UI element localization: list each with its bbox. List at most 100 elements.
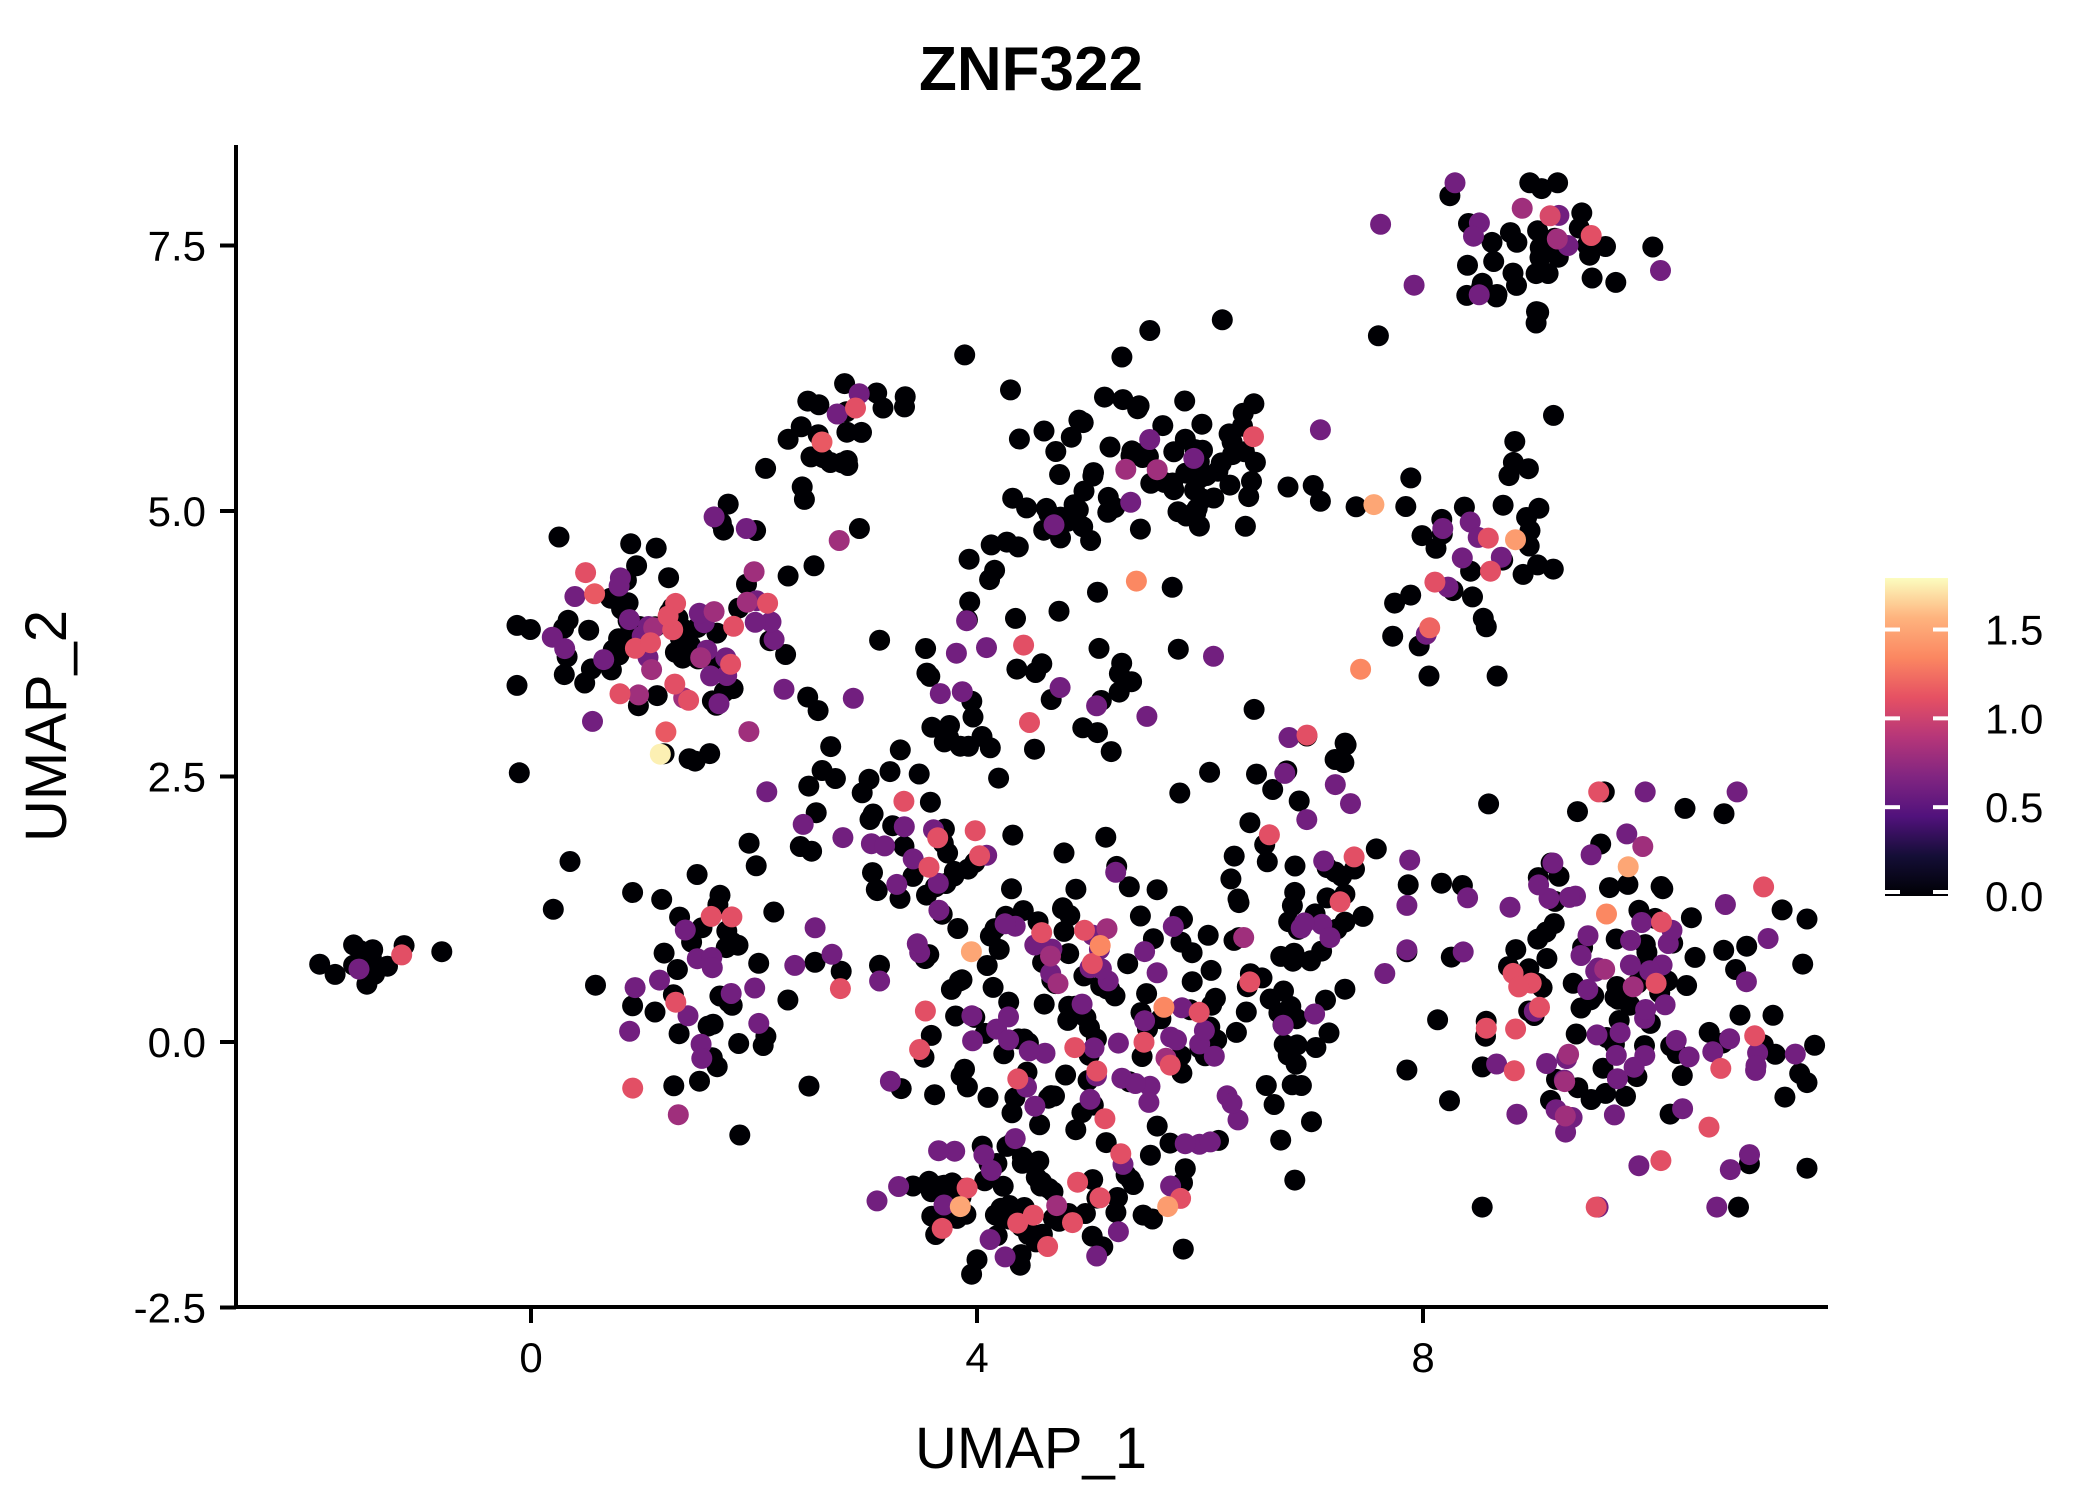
cell-point [1654,994,1676,1016]
cell-point [1199,761,1221,783]
cell-point [1367,325,1389,347]
cell-point [1049,677,1071,698]
cell-point [1235,1001,1257,1023]
cell-point [1547,172,1569,194]
x-tick-label: 8 [1411,1334,1434,1381]
cell-point [431,941,453,963]
cell-point [608,575,630,597]
cell-point [324,963,346,985]
colorbar-tick [1885,627,1900,632]
cell-point [1595,236,1616,257]
cell-point [1002,824,1024,846]
cell-point [1418,665,1440,687]
cell-point [1706,1196,1728,1218]
cell-point [798,1075,820,1097]
cell-point [1617,856,1639,878]
cell-point [956,610,978,632]
cell-point [862,862,883,884]
cell-point [1483,251,1505,272]
cell-point [1132,1204,1154,1226]
cell-point [1735,971,1757,993]
cell-point [791,476,813,498]
cell-point [1503,1060,1525,1082]
cell-point [1081,1225,1103,1247]
cell-point [1542,558,1564,580]
cell-point [1424,571,1446,593]
cell-point [1554,1105,1576,1127]
cell-point [1419,617,1441,639]
y-axis-title: UMAP_2 [14,610,79,842]
cell-point [689,1070,710,1092]
cell-point [1089,1187,1111,1209]
cell-point [1713,939,1735,961]
cell-point [655,721,677,743]
cell-point [862,803,884,825]
cell-point [1288,790,1310,812]
cell-point [1153,996,1175,1018]
cell-point [1471,1196,1493,1218]
cell-point [1243,393,1265,415]
cell-point [1505,529,1526,551]
cell-point [1475,1017,1497,1039]
y-tick-label: 7.5 [148,223,206,270]
cell-point [886,873,908,895]
cell-point [1302,475,1324,496]
cell-point [1219,474,1241,496]
cell-point [668,1023,690,1045]
cell-point [728,1033,750,1054]
cell-point [919,791,941,813]
cell-point [1634,781,1656,803]
cell-point [1431,872,1452,894]
cell-point [651,888,673,910]
cell-point [1025,662,1047,683]
cell-point [738,832,760,854]
cell-point [1284,855,1306,877]
cell-point [1340,793,1361,815]
cell-point [362,939,384,961]
cell-point [1048,600,1070,622]
cell-point [956,1177,978,1199]
cell-point [1543,404,1564,426]
cell-point [1631,912,1653,933]
cell-point [874,835,896,857]
cell-point [1753,876,1775,898]
cell-point [804,951,826,973]
cell-point [1558,1043,1580,1065]
cell-point [1527,928,1549,950]
cell-point [1183,447,1205,469]
cell-point [1128,395,1150,417]
cell-point [700,905,722,927]
cell-point [1506,231,1528,253]
cell-point [777,989,799,1011]
cell-point [1095,1132,1117,1154]
cell-point [1139,429,1161,450]
cell-point [1134,1010,1156,1032]
cell-point [1045,441,1067,462]
cell-point [1622,976,1644,998]
cell-point [1603,1104,1625,1126]
cell-point [1134,941,1156,963]
cell-point [721,906,743,928]
cell-point [775,644,797,665]
cell-point [1324,774,1346,796]
colorbar-gradient [1885,578,1948,896]
cell-point [1121,671,1143,693]
cell-point [1062,1212,1083,1234]
cell-point [640,632,661,654]
cell-point [1035,497,1057,519]
cell-point [1592,1057,1614,1079]
cell-point [1616,823,1638,845]
cell-point [519,619,541,640]
cell-point [1082,465,1104,487]
cell-point [808,394,830,416]
colorbar-tick-label: 0.0 [1985,873,2043,920]
cell-point [624,977,646,999]
cell-point [1617,873,1639,895]
cell-point [1757,928,1779,949]
cell-point [649,969,670,991]
cell-point [1352,905,1374,927]
cell-point [914,1000,936,1022]
cell-point [1094,1108,1116,1130]
cell-point [928,899,950,921]
cell-point [1527,220,1549,242]
